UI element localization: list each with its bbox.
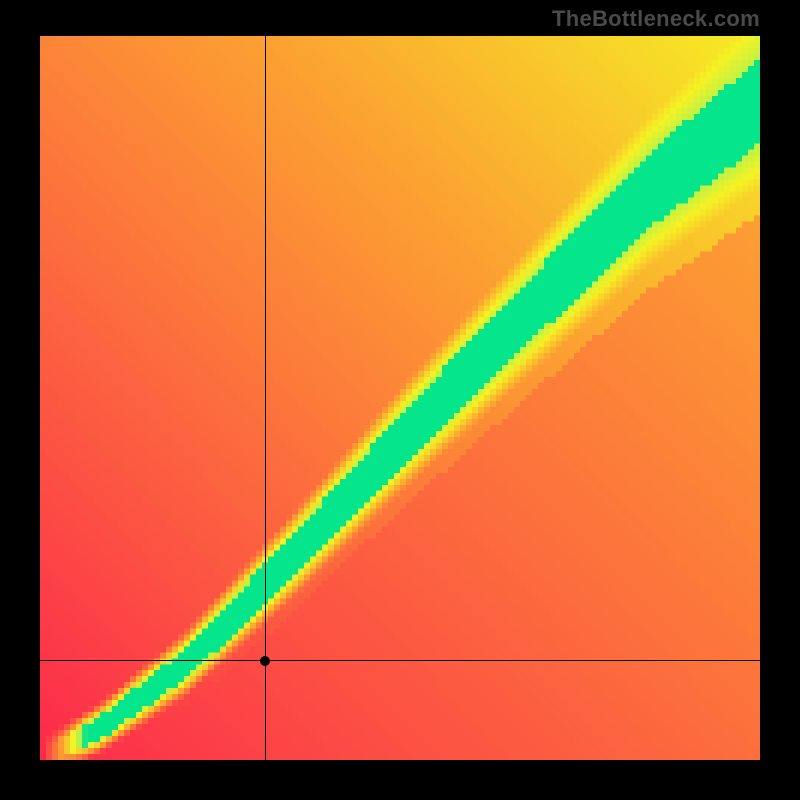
crosshair-horizontal: [40, 660, 760, 661]
heatmap-plot: [40, 36, 760, 760]
outer-frame: TheBottleneck.com: [0, 0, 800, 800]
watermark-text: TheBottleneck.com: [552, 6, 760, 32]
crosshair-vertical: [265, 36, 266, 760]
heatmap-canvas: [40, 36, 760, 760]
